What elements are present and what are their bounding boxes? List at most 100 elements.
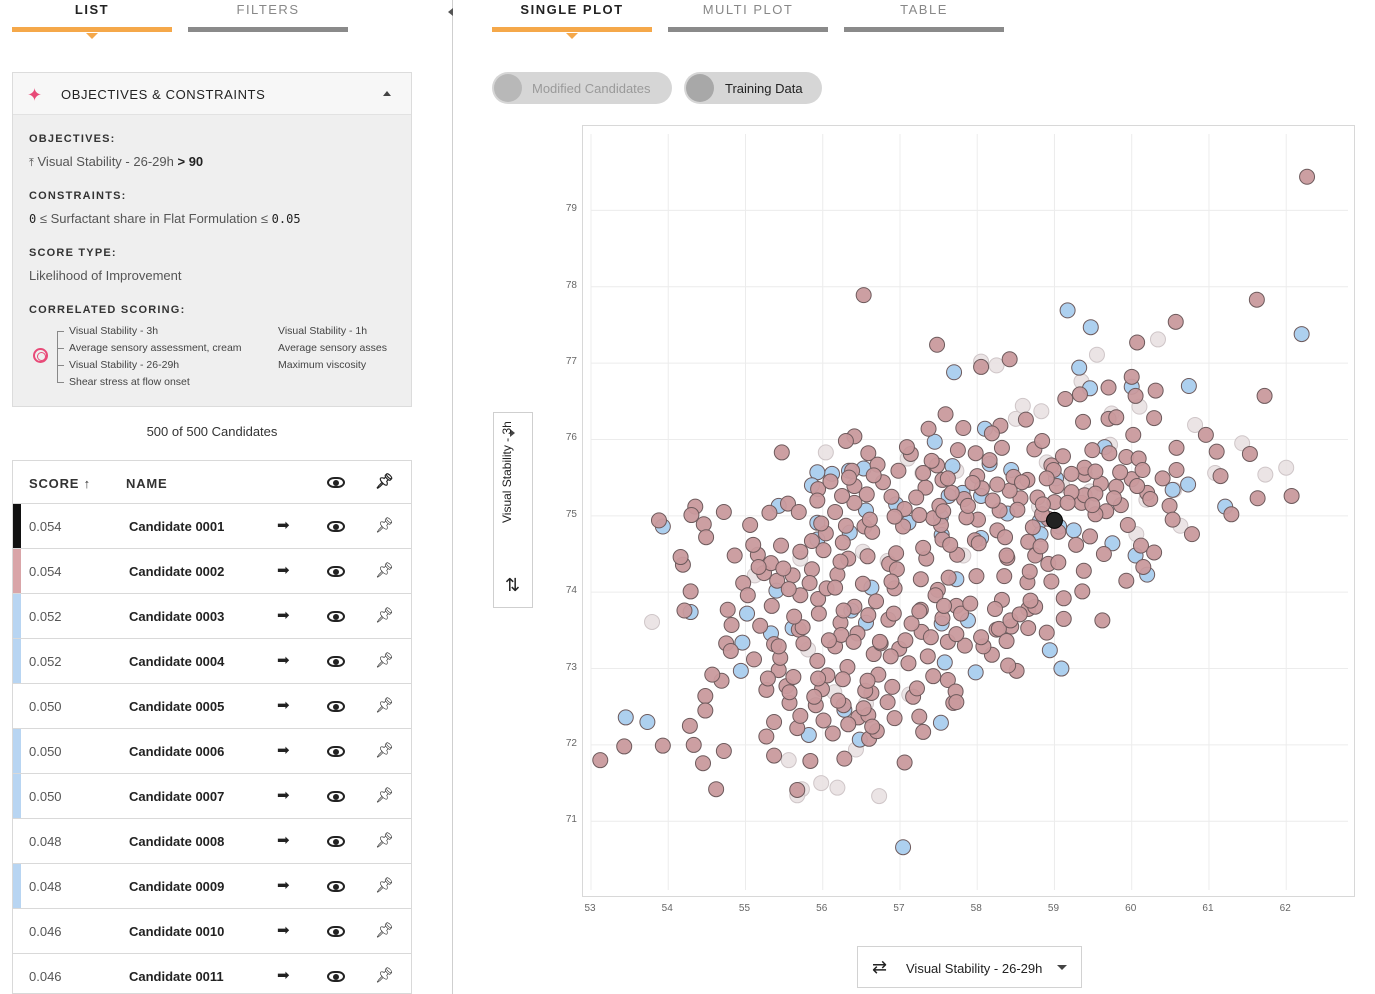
pin-icon[interactable]: 📌︎ xyxy=(375,742,395,759)
point-candidates[interactable] xyxy=(939,470,956,487)
point-candidates[interactable] xyxy=(962,595,979,612)
point-candidates[interactable] xyxy=(890,462,907,479)
point-candidates[interactable] xyxy=(745,651,762,668)
point-candidates[interactable] xyxy=(973,629,990,646)
point-candidates[interactable] xyxy=(1147,382,1164,399)
point-candidates[interactable] xyxy=(898,439,915,456)
point-candidates[interactable] xyxy=(676,602,693,619)
table-row[interactable]: 0.048 Candidate 0009 ➡ 📌︎ xyxy=(13,864,411,909)
point-candidates[interactable] xyxy=(1134,462,1151,478)
point-candidates[interactable] xyxy=(695,516,712,533)
point-candidates[interactable] xyxy=(937,406,954,423)
point-candidates[interactable] xyxy=(1009,501,1026,518)
point-candidates[interactable] xyxy=(824,725,841,742)
point-candidates[interactable] xyxy=(929,336,946,353)
arrow-right-icon[interactable]: ➡ xyxy=(277,652,290,669)
point-candidates[interactable] xyxy=(915,723,932,740)
point-training[interactable] xyxy=(734,634,751,651)
point-candidates[interactable] xyxy=(997,529,1014,546)
point-candidates[interactable] xyxy=(795,635,812,652)
point-training[interactable] xyxy=(926,433,943,450)
point-candidates[interactable] xyxy=(896,754,913,771)
tab-filters[interactable]: FILTERS xyxy=(188,0,348,34)
pin-icon[interactable]: 📌︎ xyxy=(375,562,395,579)
point-candidates[interactable] xyxy=(859,672,876,689)
point-candidates[interactable] xyxy=(1100,379,1117,396)
point-training[interactable] xyxy=(895,839,912,856)
point-candidates[interactable] xyxy=(750,558,767,575)
row-name[interactable]: Candidate 0004 xyxy=(129,654,225,669)
eye-icon[interactable] xyxy=(327,656,345,667)
point-candidates[interactable] xyxy=(1021,563,1038,580)
point-candidates[interactable] xyxy=(1034,432,1051,449)
point-candidates[interactable] xyxy=(885,605,902,622)
point-candidates[interactable] xyxy=(1256,387,1273,404)
row-name[interactable]: Candidate 0009 xyxy=(129,879,225,894)
point-candidates[interactable] xyxy=(888,545,905,562)
point-training[interactable] xyxy=(1293,326,1310,343)
point-candidates[interactable] xyxy=(708,781,725,798)
point-candidates[interactable] xyxy=(1057,390,1074,407)
point-candidates[interactable] xyxy=(1094,612,1111,629)
swap-vertical-icon[interactable]: ⇅ xyxy=(505,575,521,595)
row-name[interactable]: Candidate 0010 xyxy=(129,924,225,939)
training-data-toggle[interactable]: Training Data xyxy=(684,72,822,104)
point-candidates[interactable] xyxy=(1127,387,1144,404)
pin-icon[interactable]: 📌︎ xyxy=(375,967,395,984)
point-candidates[interactable] xyxy=(1054,448,1071,465)
point-candidates[interactable] xyxy=(773,537,790,554)
point-candidates[interactable] xyxy=(809,492,826,509)
arrow-right-icon[interactable]: ➡ xyxy=(277,742,290,759)
point-candidates[interactable] xyxy=(1014,474,1031,491)
point-candidates[interactable] xyxy=(1135,558,1152,575)
arrow-right-icon[interactable]: ➡ xyxy=(277,877,290,894)
point-candidates[interactable] xyxy=(854,575,871,592)
point-candidates[interactable] xyxy=(790,504,807,520)
point-candidates[interactable] xyxy=(908,680,925,697)
eye-icon[interactable] xyxy=(327,521,345,532)
table-row[interactable]: 0.048 Candidate 0008 ➡ 📌︎ xyxy=(13,819,411,864)
point-candidates[interactable] xyxy=(803,533,820,550)
point-training[interactable] xyxy=(932,714,949,731)
point-candidates[interactable] xyxy=(722,642,739,659)
point-candidates[interactable] xyxy=(981,452,998,469)
point-modified[interactable] xyxy=(1257,466,1274,483)
eye-icon[interactable] xyxy=(327,926,345,937)
point-candidates[interactable] xyxy=(883,488,900,505)
arrow-right-icon[interactable]: ➡ xyxy=(277,697,290,714)
point-candidates[interactable] xyxy=(935,503,952,520)
point-candidates[interactable] xyxy=(973,358,990,375)
point-training[interactable] xyxy=(1180,476,1197,493)
point-candidates[interactable] xyxy=(773,444,790,461)
point-candidates[interactable] xyxy=(697,702,714,719)
point-candidates[interactable] xyxy=(789,781,806,798)
eye-icon[interactable] xyxy=(327,881,345,892)
eye-icon[interactable] xyxy=(327,701,345,712)
point-candidates[interactable] xyxy=(1017,411,1034,428)
point-modified[interactable] xyxy=(1149,331,1166,348)
point-training[interactable] xyxy=(1053,660,1070,677)
table-row[interactable]: 0.052 Candidate 0004 ➡ 📌︎ xyxy=(13,639,411,684)
point-candidates[interactable] xyxy=(936,597,953,614)
point-candidates[interactable] xyxy=(1119,516,1136,533)
point-candidates[interactable] xyxy=(911,603,928,620)
point-candidates[interactable] xyxy=(911,708,928,725)
table-row[interactable]: 0.054 Candidate 0002 ➡ 📌︎ xyxy=(13,549,411,594)
tab-single-plot[interactable]: SINGLE PLOT xyxy=(492,0,652,39)
point-candidates[interactable] xyxy=(781,684,798,701)
point-candidates[interactable] xyxy=(1020,620,1037,637)
point-candidates[interactable] xyxy=(882,648,899,665)
name-column-header[interactable]: NAME xyxy=(126,476,168,491)
point-candidates[interactable] xyxy=(695,755,712,772)
table-row[interactable]: 0.054 Candidate 0001 ➡ 📌︎ xyxy=(13,504,411,549)
point-candidates[interactable] xyxy=(1084,442,1101,459)
point-candidates[interactable] xyxy=(903,615,920,632)
point-candidates[interactable] xyxy=(964,474,981,491)
point-candidates[interactable] xyxy=(1082,528,1099,545)
point-candidates[interactable] xyxy=(1105,490,1122,507)
point-candidates[interactable] xyxy=(1101,445,1118,462)
point-candidates[interactable] xyxy=(759,670,776,687)
point-candidates[interactable] xyxy=(1123,368,1140,385)
point-candidates[interactable] xyxy=(815,542,832,559)
chevron-right-icon[interactable] xyxy=(510,429,515,437)
